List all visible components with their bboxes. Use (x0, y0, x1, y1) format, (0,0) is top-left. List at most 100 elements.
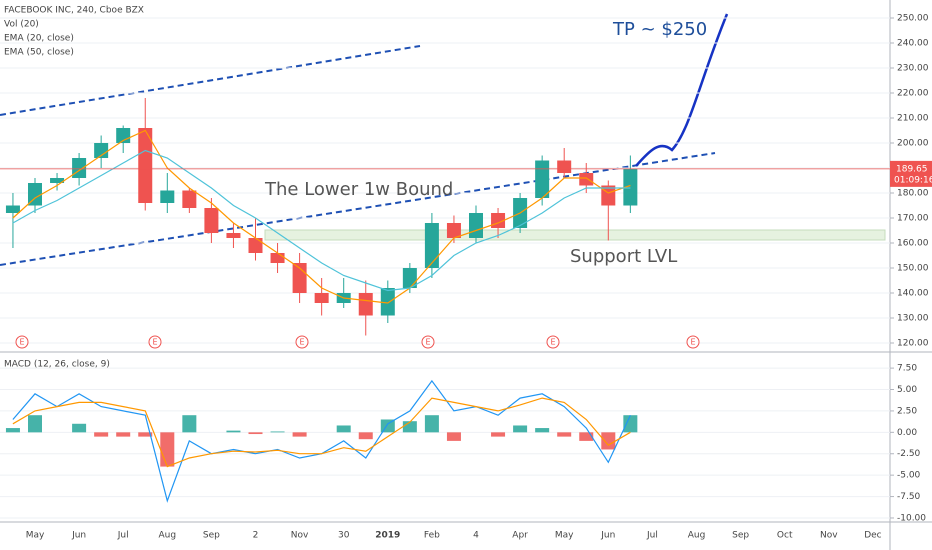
y-tick-label: -2.50 (897, 449, 921, 459)
candle-body (28, 183, 42, 206)
candle-body (402, 268, 417, 288)
candle-body (446, 223, 461, 238)
candle-body (314, 293, 329, 303)
candle-body (138, 128, 153, 203)
countdown-label: 01:09:16 (894, 175, 932, 185)
earnings-label: E (690, 338, 695, 347)
plot: 120.00 130.00 140.00 150.00 160.00 170.00 180.… (0, 14, 932, 541)
earnings-label: E (299, 338, 304, 347)
histogram-bar (292, 432, 307, 437)
x-tick-label: Apr (512, 531, 528, 541)
y-tick-label: 240.00 (897, 39, 929, 49)
x-tick-label: May (555, 531, 574, 541)
candle-body (579, 173, 594, 186)
y-tick-label: 170.00 (897, 214, 929, 224)
histogram-bar (5, 428, 20, 433)
histogram-bar (535, 428, 550, 433)
y-tick-label: 130.00 (897, 314, 929, 324)
ema-line (12, 149, 631, 292)
y-tick-label: -5.00 (897, 471, 921, 481)
histogram-bar (94, 432, 109, 437)
candle-body (469, 213, 483, 238)
support-annotation: Support LVL (570, 246, 677, 267)
histogram-bar (226, 430, 241, 433)
x-tick-label: Aug (159, 531, 177, 541)
histogram-bar (248, 432, 263, 435)
y-tick-label: 230.00 (897, 64, 929, 74)
histogram-bar (116, 432, 131, 437)
histogram-bar (270, 431, 285, 433)
histogram-bar (160, 432, 175, 467)
target-annotation: TP ~ $250 (612, 19, 707, 40)
y-tick-label: 2.50 (897, 406, 917, 416)
y-tick-label: 120.00 (897, 339, 929, 349)
y-tick-label: 5.00 (897, 385, 917, 395)
candle-body (204, 208, 219, 233)
x-tick-label: Sep (732, 531, 749, 541)
x-tick-label: 4 (473, 531, 479, 541)
y-tick-label: 210.00 (897, 114, 929, 124)
x-tick-label: Jul (646, 531, 658, 541)
candle-body (380, 288, 395, 316)
symbol-title: FACEBOOK INC, 240, Cboe BZX (4, 6, 144, 16)
y-tick-label: 140.00 (897, 289, 929, 299)
x-tick-label: Jun (600, 531, 615, 541)
histogram-bar (601, 432, 616, 450)
macd-legend: MACD (12, 26, close, 9) (4, 360, 110, 370)
histogram-bar (623, 415, 638, 433)
candle-body (535, 160, 550, 198)
histogram-bar (336, 425, 351, 433)
earnings-marker (686, 335, 700, 349)
candle-body (182, 190, 197, 208)
earnings-marker (295, 335, 309, 349)
x-tick-label: Feb (424, 531, 440, 541)
bound-annotation: The Lower 1w Bound (264, 179, 453, 200)
histogram-bar (557, 432, 572, 437)
x-tick-label: 2 (253, 531, 259, 541)
histogram-bar (182, 415, 197, 433)
lower-bound-line (0, 152, 716, 266)
x-tick-label: Aug (688, 531, 706, 541)
y-tick-label: 0.00 (897, 428, 917, 438)
earnings-label: E (19, 338, 24, 347)
x-tick-label: May (26, 531, 45, 541)
earnings-marker (421, 335, 435, 349)
y-tick-label: 220.00 (897, 89, 929, 99)
histogram-bar (402, 421, 417, 433)
histogram-bar (424, 415, 439, 433)
x-tick-label: Oct (777, 531, 793, 541)
y-tick-label: 250.00 (897, 14, 929, 24)
x-tick-label: 2019 (375, 531, 400, 541)
candle-body (72, 158, 87, 178)
y-tick-label: 160.00 (897, 239, 929, 249)
candle-body (5, 205, 20, 213)
projection-curve (635, 13, 729, 167)
histogram-bar (28, 415, 42, 433)
candle-body (94, 143, 109, 158)
support-zone (264, 229, 886, 241)
ema-legend: EMA (50, close) (4, 48, 74, 58)
last-price-label: 189.65 (896, 164, 928, 174)
y-tick-label: 150.00 (897, 264, 929, 274)
candle-body (557, 160, 572, 173)
histogram-bar (72, 423, 87, 433)
upper-channel-line (0, 45, 421, 116)
earnings-label: E (425, 338, 430, 347)
y-tick-label: 200.00 (897, 139, 929, 149)
candle-body (623, 168, 638, 206)
earnings-marker (148, 335, 162, 349)
x-tick-label: Jul (117, 531, 129, 541)
y-tick-label: -7.50 (897, 492, 921, 502)
candle-body (248, 238, 263, 253)
candle-body (358, 293, 373, 316)
x-tick-label: Nov (820, 531, 838, 541)
last-price-badge (890, 160, 932, 187)
candle-body (424, 223, 439, 268)
y-tick-label: 180.00 (897, 189, 929, 199)
ema-legend: EMA (20, close) (4, 34, 74, 44)
x-tick-label: Dec (864, 531, 881, 541)
histogram-bar (491, 432, 506, 437)
candle-body (270, 253, 285, 263)
